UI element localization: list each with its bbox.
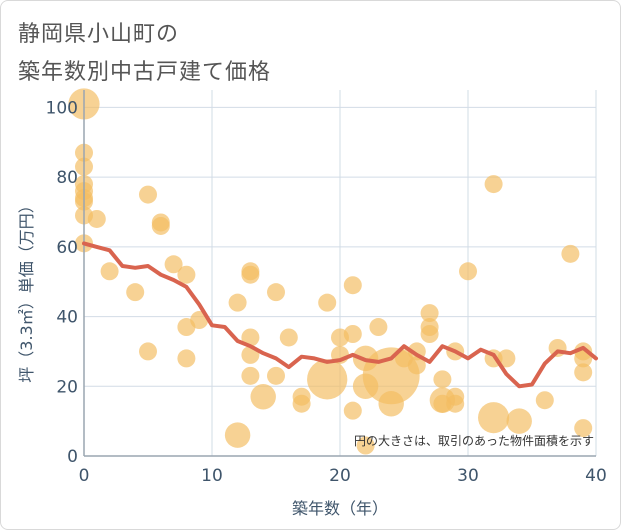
data-point-53: [433, 370, 452, 389]
data-point-29: [267, 283, 285, 302]
data-point-43: [356, 436, 375, 455]
x-tick-label-1: 10: [201, 466, 223, 486]
data-point-16: [164, 255, 183, 274]
data-point-46: [378, 390, 404, 417]
data-point-70: [574, 363, 593, 382]
x-tick-label-4: 40: [585, 466, 607, 486]
axes: [83, 90, 596, 457]
data-point-10: [100, 262, 119, 281]
data-point-28: [250, 384, 276, 410]
y-tick-label-2: 40: [56, 308, 78, 328]
y-tick-label-1: 20: [56, 377, 78, 397]
data-point-34: [318, 293, 337, 312]
data-point-58: [446, 394, 465, 413]
x-axis-label: 築年数（年）: [292, 499, 388, 518]
data-point-39: [343, 325, 362, 343]
data-point-49: [407, 356, 426, 375]
data-point-11: [126, 283, 145, 302]
data-point-60: [484, 175, 503, 194]
data-point-52: [420, 325, 439, 343]
x-tick-label-2: 20: [329, 466, 351, 486]
y-tick-label-4: 80: [56, 168, 78, 188]
data-point-65: [535, 391, 554, 410]
data-point-21: [228, 293, 247, 312]
data-point-22: [224, 422, 251, 448]
y-axis-label: 坪（3.3㎡）単価（万円）: [17, 197, 36, 382]
y-tick-label-0: 0: [67, 447, 78, 467]
data-point-17: [177, 265, 196, 284]
data-point-44: [369, 318, 388, 337]
data-point-25: [241, 328, 260, 347]
data-point-50: [420, 304, 439, 323]
y-tick-label-5: 100: [46, 98, 78, 118]
chart-title-line1: 静岡県小山町の: [18, 22, 180, 47]
bubble-layer: [68, 88, 593, 455]
trend-line: [82, 241, 598, 389]
tick-labels: 0 20 40 60 80 100 0 10 20 30 40: [46, 98, 607, 486]
data-point-13: [139, 342, 157, 361]
data-point-12: [139, 185, 157, 204]
data-point-59: [459, 262, 477, 281]
x-tick-label-3: 30: [457, 466, 479, 486]
data-point-35: [307, 359, 348, 400]
data-point-67: [561, 244, 580, 263]
x-tick-label-0: 0: [79, 466, 90, 486]
bubble-size-note: 円の大きさは、取引のあった物件面積を示す: [354, 433, 594, 448]
y-tick-label-3: 60: [56, 238, 78, 258]
data-point-63: [497, 349, 516, 368]
data-point-9: [87, 209, 106, 228]
data-point-62: [478, 402, 510, 434]
data-point-27: [241, 366, 260, 385]
data-point-31: [279, 328, 298, 347]
data-point-24: [241, 265, 260, 284]
data-point-71: [574, 419, 593, 438]
data-point-30: [267, 366, 285, 385]
data-point-33: [292, 394, 311, 413]
chart-title-line2: 築年数別中古戸建て価格: [18, 60, 272, 85]
data-point-40: [343, 401, 362, 420]
data-point-64: [506, 408, 532, 434]
data-point-38: [343, 276, 362, 295]
data-point-19: [177, 349, 196, 368]
data-point-15: [151, 216, 170, 235]
